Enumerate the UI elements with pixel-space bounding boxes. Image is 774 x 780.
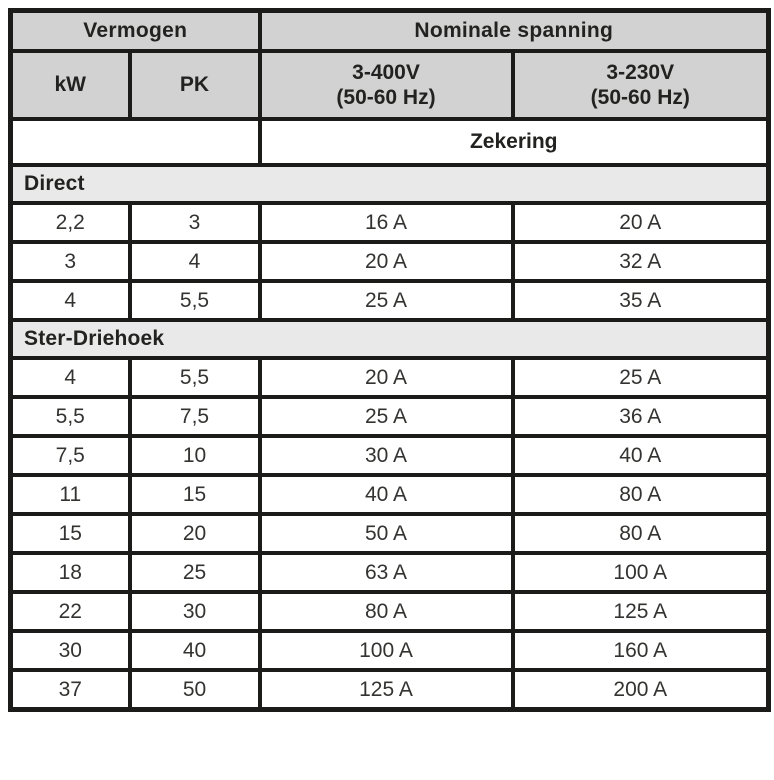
section-title-direct: Direct: [8, 163, 771, 205]
table-row: 37 50 125 A 200 A: [8, 668, 771, 712]
cell-fuse-230v: 40 A: [510, 434, 771, 477]
cell-pk: 5,5: [127, 279, 262, 322]
cell-fuse-230v: 20 A: [510, 201, 771, 244]
table-row: 5,5 7,5 25 A 36 A: [8, 395, 771, 438]
cell-kw: 11: [8, 473, 132, 516]
cell-pk: 4: [127, 240, 262, 283]
cell-fuse-400v: 20 A: [257, 240, 515, 283]
table-row: 15 20 50 A 80 A: [8, 512, 771, 555]
section-row-direct: Direct: [8, 163, 771, 205]
col-header-230v: 3-230V (50-60 Hz): [510, 49, 771, 121]
header-group-row: Vermogen Nominale spanning: [8, 8, 771, 53]
cell-fuse-230v: 80 A: [510, 512, 771, 555]
cell-fuse-230v: 36 A: [510, 395, 771, 438]
cell-kw: 4: [8, 279, 132, 322]
cell-pk: 10: [127, 434, 262, 477]
cell-kw: 37: [8, 668, 132, 712]
table-row: 11 15 40 A 80 A: [8, 473, 771, 516]
cell-fuse-230v: 200 A: [510, 668, 771, 712]
cell-fuse-230v: 160 A: [510, 629, 771, 672]
cell-fuse-400v: 100 A: [257, 629, 515, 672]
cell-fuse-230v: 125 A: [510, 590, 771, 633]
table-row: 2,2 3 16 A 20 A: [8, 201, 771, 244]
cell-pk: 3: [127, 201, 262, 244]
cell-fuse-400v: 80 A: [257, 590, 515, 633]
cell-fuse-230v: 32 A: [510, 240, 771, 283]
cell-fuse-400v: 16 A: [257, 201, 515, 244]
cell-fuse-400v: 25 A: [257, 279, 515, 322]
cell-fuse-400v: 63 A: [257, 551, 515, 594]
col-header-400v: 3-400V (50-60 Hz): [257, 49, 515, 121]
cell-fuse-400v: 40 A: [257, 473, 515, 516]
motor-fuse-spec-table: Vermogen Nominale spanning kW PK 3-400V …: [8, 8, 772, 712]
col-header-400v-line1: 3-400V: [352, 60, 420, 84]
cell-fuse-230v: 100 A: [510, 551, 771, 594]
cell-fuse-230v: 35 A: [510, 279, 771, 322]
cell-pk: 30: [127, 590, 262, 633]
table-row: 7,5 10 30 A 40 A: [8, 434, 771, 477]
col-header-230v-line1: 3-230V: [606, 60, 675, 84]
section-title-ster-driehoek: Ster-Driehoek: [8, 318, 771, 360]
col-header-230v-line2: (50-60 Hz): [590, 86, 690, 109]
cell-kw: 7,5: [8, 434, 132, 477]
col-header-pk: PK: [127, 49, 262, 121]
fuse-label: Zekering: [257, 117, 771, 167]
table-row: 30 40 100 A 160 A: [8, 629, 771, 672]
cell-kw: 30: [8, 629, 132, 672]
cell-pk: 15: [127, 473, 262, 516]
fuse-label-row: Zekering: [8, 117, 771, 167]
voltage-group-header: Nominale spanning: [257, 8, 771, 53]
col-header-kw: kW: [8, 49, 132, 121]
table-row: 4 5,5 25 A 35 A: [8, 279, 771, 322]
cell-fuse-400v: 50 A: [257, 512, 515, 555]
cell-pk: 5,5: [127, 356, 262, 399]
fuse-row-empty-cell: [8, 117, 262, 167]
cell-kw: 5,5: [8, 395, 132, 438]
table-row: 22 30 80 A 125 A: [8, 590, 771, 633]
table-row: 18 25 63 A 100 A: [8, 551, 771, 594]
table-body: Direct 2,2 3 16 A 20 A 3 4 20 A 32 A 4 5,5 25 A 35 A…: [8, 163, 771, 712]
col-header-400v-line2: (50-60 Hz): [336, 86, 436, 109]
cell-pk: 25: [127, 551, 262, 594]
cell-fuse-230v: 25 A: [510, 356, 771, 399]
cell-fuse-400v: 25 A: [257, 395, 515, 438]
table-row: 3 4 20 A 32 A: [8, 240, 771, 283]
power-group-header: Vermogen: [8, 8, 262, 53]
cell-pk: 7,5: [127, 395, 262, 438]
cell-fuse-400v: 125 A: [257, 668, 515, 712]
cell-pk: 40: [127, 629, 262, 672]
cell-pk: 50: [127, 668, 262, 712]
cell-pk: 20: [127, 512, 262, 555]
cell-kw: 22: [8, 590, 132, 633]
cell-kw: 18: [8, 551, 132, 594]
cell-kw: 4: [8, 356, 132, 399]
cell-kw: 2,2: [8, 201, 132, 244]
header-columns-row: kW PK 3-400V (50-60 Hz) 3-230V (50-60 Hz…: [8, 49, 771, 121]
cell-fuse-400v: 30 A: [257, 434, 515, 477]
cell-kw: 15: [8, 512, 132, 555]
table-row: 4 5,5 20 A 25 A: [8, 356, 771, 399]
cell-fuse-400v: 20 A: [257, 356, 515, 399]
cell-fuse-230v: 80 A: [510, 473, 771, 516]
cell-kw: 3: [8, 240, 132, 283]
section-row-ster-driehoek: Ster-Driehoek: [8, 318, 771, 360]
